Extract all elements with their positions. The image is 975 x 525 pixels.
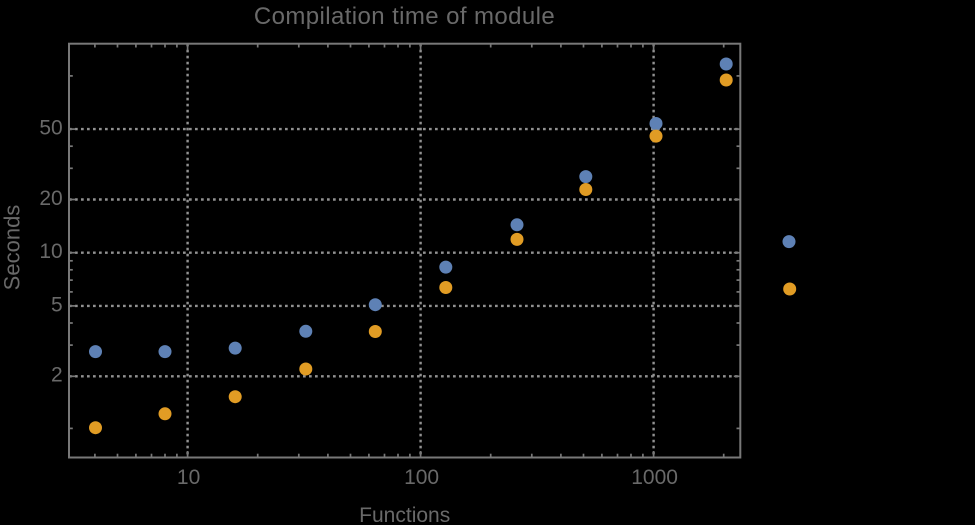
- svg-text:2: 2: [51, 364, 63, 387]
- svg-text:Seconds: Seconds: [0, 205, 25, 291]
- svg-text:Compilation time of module: Compilation time of module: [254, 3, 555, 30]
- svg-text:5: 5: [51, 293, 63, 316]
- svg-text:50: 50: [39, 117, 62, 140]
- svg-text:1000: 1000: [631, 466, 678, 489]
- svg-text:10: 10: [39, 240, 62, 263]
- svg-text:20: 20: [39, 187, 62, 210]
- svg-text:100: 100: [404, 466, 439, 489]
- svg-text:Functions: Functions: [359, 504, 450, 525]
- svg-text:10: 10: [177, 466, 200, 489]
